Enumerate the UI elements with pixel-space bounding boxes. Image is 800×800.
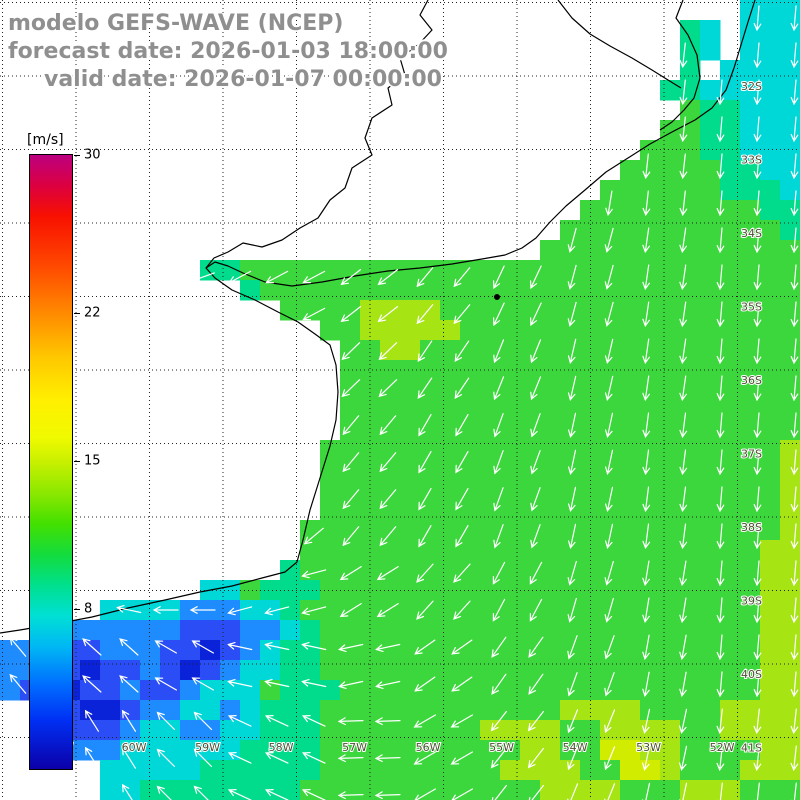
colorbar: [m/s] 30 22 15 8 xyxy=(27,132,101,770)
lon-label: 57W xyxy=(342,741,367,754)
lat-label: 39S xyxy=(741,595,762,608)
lon-label: 52W xyxy=(710,741,735,754)
lon-label: 55W xyxy=(489,741,514,754)
colorbar-tick xyxy=(74,155,80,156)
model-title: modelo GEFS-WAVE (NCEP) xyxy=(8,11,344,36)
lat-label: 41S xyxy=(741,742,762,755)
valid-date: valid date: 2026-01-07 00:00:00 xyxy=(44,67,442,92)
lat-label: 36S xyxy=(741,374,762,387)
lat-label: 35S xyxy=(741,301,762,314)
lat-label: 34S xyxy=(741,227,762,240)
colorbar-tick xyxy=(74,461,80,462)
lon-label: 54W xyxy=(563,741,588,754)
colorbar-gradient: 30 22 15 8 xyxy=(29,148,101,770)
lon-label: 58W xyxy=(269,741,294,754)
colorbar-tick xyxy=(74,313,80,314)
colorbar-tick-label: 22 xyxy=(84,305,101,321)
lat-label: 40S xyxy=(741,668,762,681)
lat-label: 38S xyxy=(741,521,762,534)
lon-label: 60W xyxy=(122,741,147,754)
colorbar-tick-label: 15 xyxy=(84,453,101,469)
lon-label: 56W xyxy=(416,741,441,754)
coastline xyxy=(0,0,756,634)
colorbar-tick-label: 8 xyxy=(84,601,93,617)
colorbar-tick xyxy=(74,609,80,610)
lon-label: 53W xyxy=(636,741,661,754)
forecast-date: forecast date: 2026-01-03 18:00:00 xyxy=(8,39,448,64)
wind-arrows xyxy=(9,5,799,800)
lat-label: 33S xyxy=(741,154,762,167)
lat-label: 37S xyxy=(741,448,762,461)
lat-label: 32S xyxy=(741,80,762,93)
title-block: modelo GEFS-WAVE (NCEP) forecast date: 2… xyxy=(8,10,448,94)
lon-label: 59W xyxy=(195,741,220,754)
colorbar-tick-label: 30 xyxy=(84,147,101,163)
island-dot xyxy=(494,294,501,301)
colorbar-unit-label: [m/s] xyxy=(27,132,64,148)
